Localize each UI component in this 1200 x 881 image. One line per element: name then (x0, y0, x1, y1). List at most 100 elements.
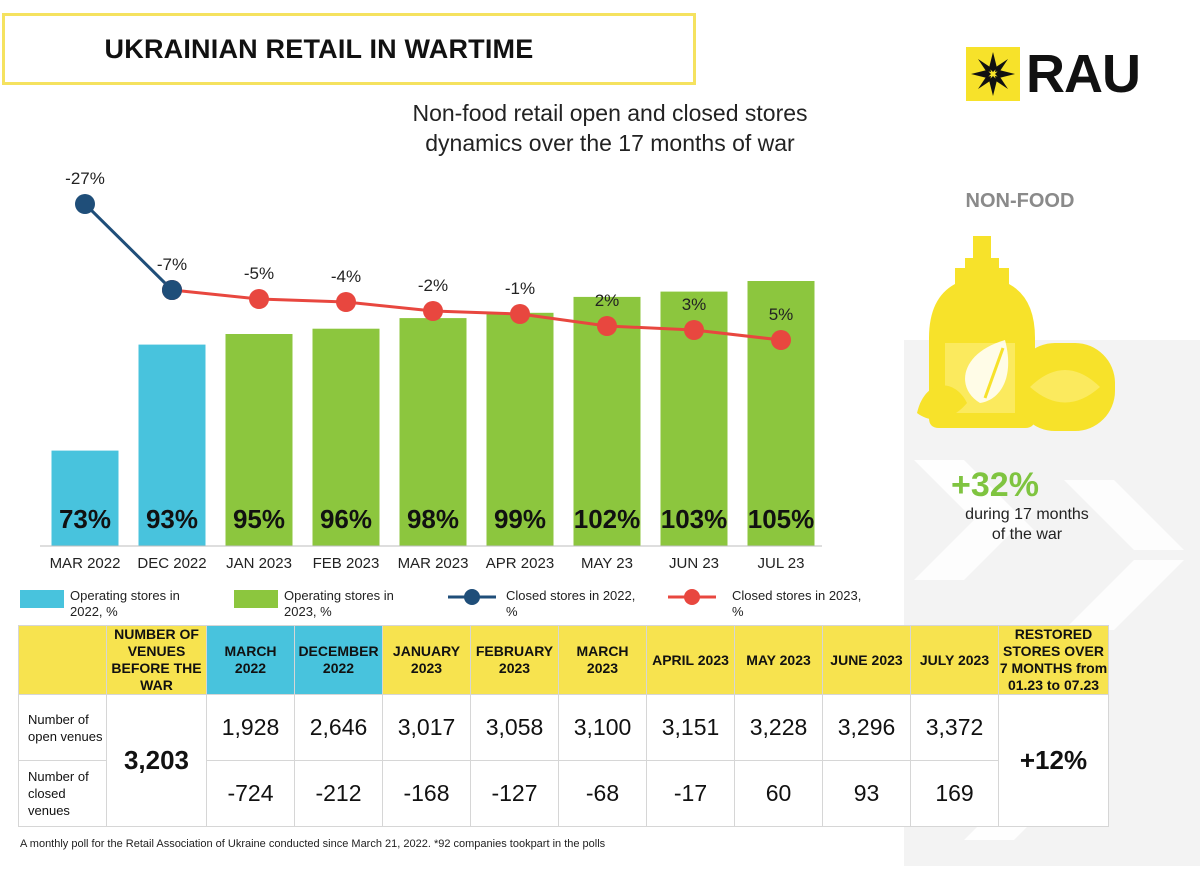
closed-cell: -17 (646, 760, 735, 827)
summary-text: during 17 months of the war (965, 506, 1089, 543)
month-header: DECEMBER 2022 (294, 625, 383, 695)
open-cell: 1,928 (206, 694, 295, 761)
footnote: A monthly poll for the Retail Associatio… (20, 838, 606, 850)
legend-label-2023-closed: Closed stores in 2023, % (732, 588, 862, 619)
month-header: FEBRUARY 2023 (470, 625, 559, 695)
closed-cell: 169 (910, 760, 999, 827)
x-tick-label: MAR 2023 (398, 555, 469, 572)
legend-swatch-green (234, 590, 278, 608)
restored-value: +12% (998, 694, 1109, 827)
legend-label-2022-closed: Closed stores in 2022, % (506, 588, 636, 619)
line-value-label: -5% (244, 264, 274, 283)
closed-cell: 60 (734, 760, 823, 827)
line-value-label: -27% (65, 169, 105, 188)
line-value-label: -1% (505, 279, 535, 298)
bar-value-label: 105% (748, 504, 815, 534)
bars-layer: 73% 93% 95% 96% 98% 99% 102% 103% 105% (51, 281, 815, 546)
legend-label-2022-operating: Operating stores in 2022, % (70, 588, 180, 619)
legend-label-2023-operating: Operating stores in 2023, % (284, 588, 394, 619)
open-cell: 3,017 (382, 694, 471, 761)
line-point (423, 301, 443, 321)
closed-cell: -168 (382, 760, 471, 827)
row-label-open: Number of open venues (18, 694, 107, 761)
bottle-leaf-icon (917, 236, 1115, 431)
rau-logo: RAU (966, 44, 1156, 104)
bar-value-label: 98% (407, 504, 459, 534)
month-header: JUNE 2023 (822, 625, 911, 695)
month-header: MARCH 2023 (558, 625, 647, 695)
restored-header: RESTORED STORES OVER 7 MONTHS from 01.23… (998, 625, 1109, 695)
closed-cell: -724 (206, 760, 295, 827)
x-tick-label: DEC 2022 (137, 555, 206, 572)
closed-cell: 93 (822, 760, 911, 827)
venues-header: NUMBER OF VENUES BEFORE THE WAR (106, 625, 207, 695)
table-row-open: Number of open venues 3,203 1,928 2,646 … (18, 694, 1109, 827)
line-point (336, 292, 356, 312)
x-tick-label: FEB 2023 (313, 555, 380, 572)
line-value-label: -7% (157, 255, 187, 274)
line-value-label: 5% (769, 305, 794, 324)
table-header-row: NUMBER OF VENUES BEFORE THE WAR MARCH 20… (18, 625, 1109, 695)
bar (51, 450, 119, 546)
stores-chart: 73% 93% 95% 96% 98% 99% 102% 103% 105% MAR 2022 D… (40, 169, 822, 572)
line-point (249, 289, 269, 309)
month-header: JULY 2023 (910, 625, 999, 695)
open-cell: 3,296 (822, 694, 911, 761)
venues-table: NUMBER OF VENUES BEFORE THE WAR MARCH 20… (18, 625, 1109, 827)
x-tick-label: APR 2023 (486, 555, 554, 572)
open-cell: 3,372 (910, 694, 999, 761)
bar (225, 334, 293, 546)
x-tick-label: JUL 23 (758, 555, 805, 572)
star-ornament-icon (966, 47, 1020, 101)
month-header: APRIL 2023 (646, 625, 735, 695)
month-header: MAY 2023 (734, 625, 823, 695)
bar-value-label: 103% (661, 504, 728, 534)
bar (399, 318, 467, 546)
bar-value-label: 96% (320, 504, 372, 534)
x-tick-label: JUN 23 (669, 555, 719, 572)
x-tick-label: JAN 2023 (226, 555, 292, 572)
table-row-closed: Number of closed venues -724 -212 -168 -… (18, 760, 1109, 827)
bar (138, 344, 206, 546)
bar-value-label: 95% (233, 504, 285, 534)
open-cell: 3,100 (558, 694, 647, 761)
bar-value-label: 93% (146, 504, 198, 534)
x-tick-label: MAY 23 (581, 555, 633, 572)
bar-value-label: 99% (494, 504, 546, 534)
line-point (771, 330, 791, 350)
legend-swatch-blue (20, 590, 64, 608)
bar (312, 328, 380, 546)
line-value-label: -4% (331, 267, 361, 286)
bar-value-label: 102% (574, 504, 641, 534)
line-value-label: -2% (418, 276, 448, 295)
bar (747, 281, 815, 546)
open-cell: 3,228 (734, 694, 823, 761)
closed-cell: -68 (558, 760, 647, 827)
lines-layer: -27% -7% -5% -4% -2% -1% 2% 3% 5% (65, 169, 793, 350)
line-point (597, 316, 617, 336)
line-value-label: 3% (682, 295, 707, 314)
x-tick-labels: MAR 2022 DEC 2022 JAN 2023 FEB 2023 MAR 2023… (50, 555, 805, 572)
line-value-label: 2% (595, 291, 620, 310)
closed-cell: -212 (294, 760, 383, 827)
line-point (162, 280, 182, 300)
month-header: JANUARY 2023 (382, 625, 471, 695)
closed-cell: -127 (470, 760, 559, 827)
open-cell: 3,151 (646, 694, 735, 761)
bar (486, 312, 554, 546)
summary-value: +32% (951, 466, 1039, 504)
bar (573, 296, 641, 546)
logo-text: RAU (1026, 44, 1141, 104)
line-point (684, 320, 704, 340)
bar-value-label: 73% (59, 504, 111, 534)
legend-line-red (668, 589, 716, 605)
line-point (75, 194, 95, 214)
corner-cell (18, 625, 107, 695)
title-box: UKRAINIAN RETAIL IN WARTIME (2, 13, 696, 85)
month-header: MARCH 2022 (206, 625, 295, 695)
legend-line-navy (448, 589, 496, 605)
venues-value: 3,203 (106, 694, 207, 827)
open-cell: 2,646 (294, 694, 383, 761)
row-label-closed: Number of closed venues (18, 760, 107, 827)
category-label: NON-FOOD (965, 190, 1075, 212)
